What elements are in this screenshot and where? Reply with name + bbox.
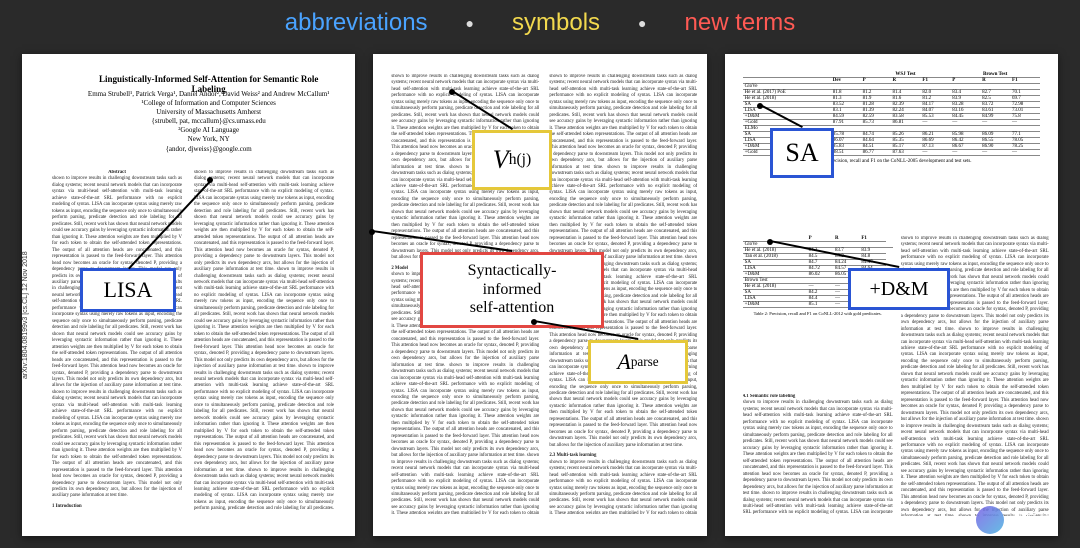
header-symbols: symbols <box>502 9 610 37</box>
callout-dm: +D&M <box>848 268 950 310</box>
header-newterms: new terms <box>675 9 806 37</box>
header-dot: ● <box>438 15 502 31</box>
callout-vhj: Vh(j) <box>472 130 552 190</box>
page1-col2: shown to improve results in challenging … <box>194 170 334 510</box>
watermark-text: 量子位 <box>1010 510 1052 530</box>
header-abbreviations: abbreviations <box>275 9 438 37</box>
callout-synt: Syntactically- informed self-attention <box>420 252 604 328</box>
anchor-dot-vhj <box>449 89 455 95</box>
page1-col1: Abstract shown to improve results in cha… <box>52 170 182 510</box>
callout-lisa: LISA <box>80 268 176 312</box>
anchor-dot-sa <box>757 103 763 109</box>
anchor-dot-lisa <box>207 177 213 183</box>
callout-aparse: Aparse <box>588 340 688 384</box>
paper-authors: Emma Strubell¹, Patrick Verga¹, Daniel A… <box>82 90 335 154</box>
anchor-dot-aparse <box>531 319 537 325</box>
arxiv-spine: arXiv:1804.08199v3 [cs.CL] 12 Nov 2018 <box>22 154 38 476</box>
category-header: abbreviations ● symbols ● new terms <box>0 6 1080 40</box>
callout-sa: SA <box>770 128 834 178</box>
anchor-dot-synt <box>369 229 375 235</box>
watermark: 量子位 <box>976 506 1052 534</box>
watermark-logo-icon <box>976 506 1004 534</box>
page3-col-left-lower: 4.1 Semantic role labeling shown to impr… <box>743 394 893 514</box>
header-dot: ● <box>610 15 674 31</box>
anchor-dot-dm <box>767 239 773 245</box>
paper-page-1: arXiv:1804.08199v3 [cs.CL] 12 Nov 2018 L… <box>22 54 355 536</box>
